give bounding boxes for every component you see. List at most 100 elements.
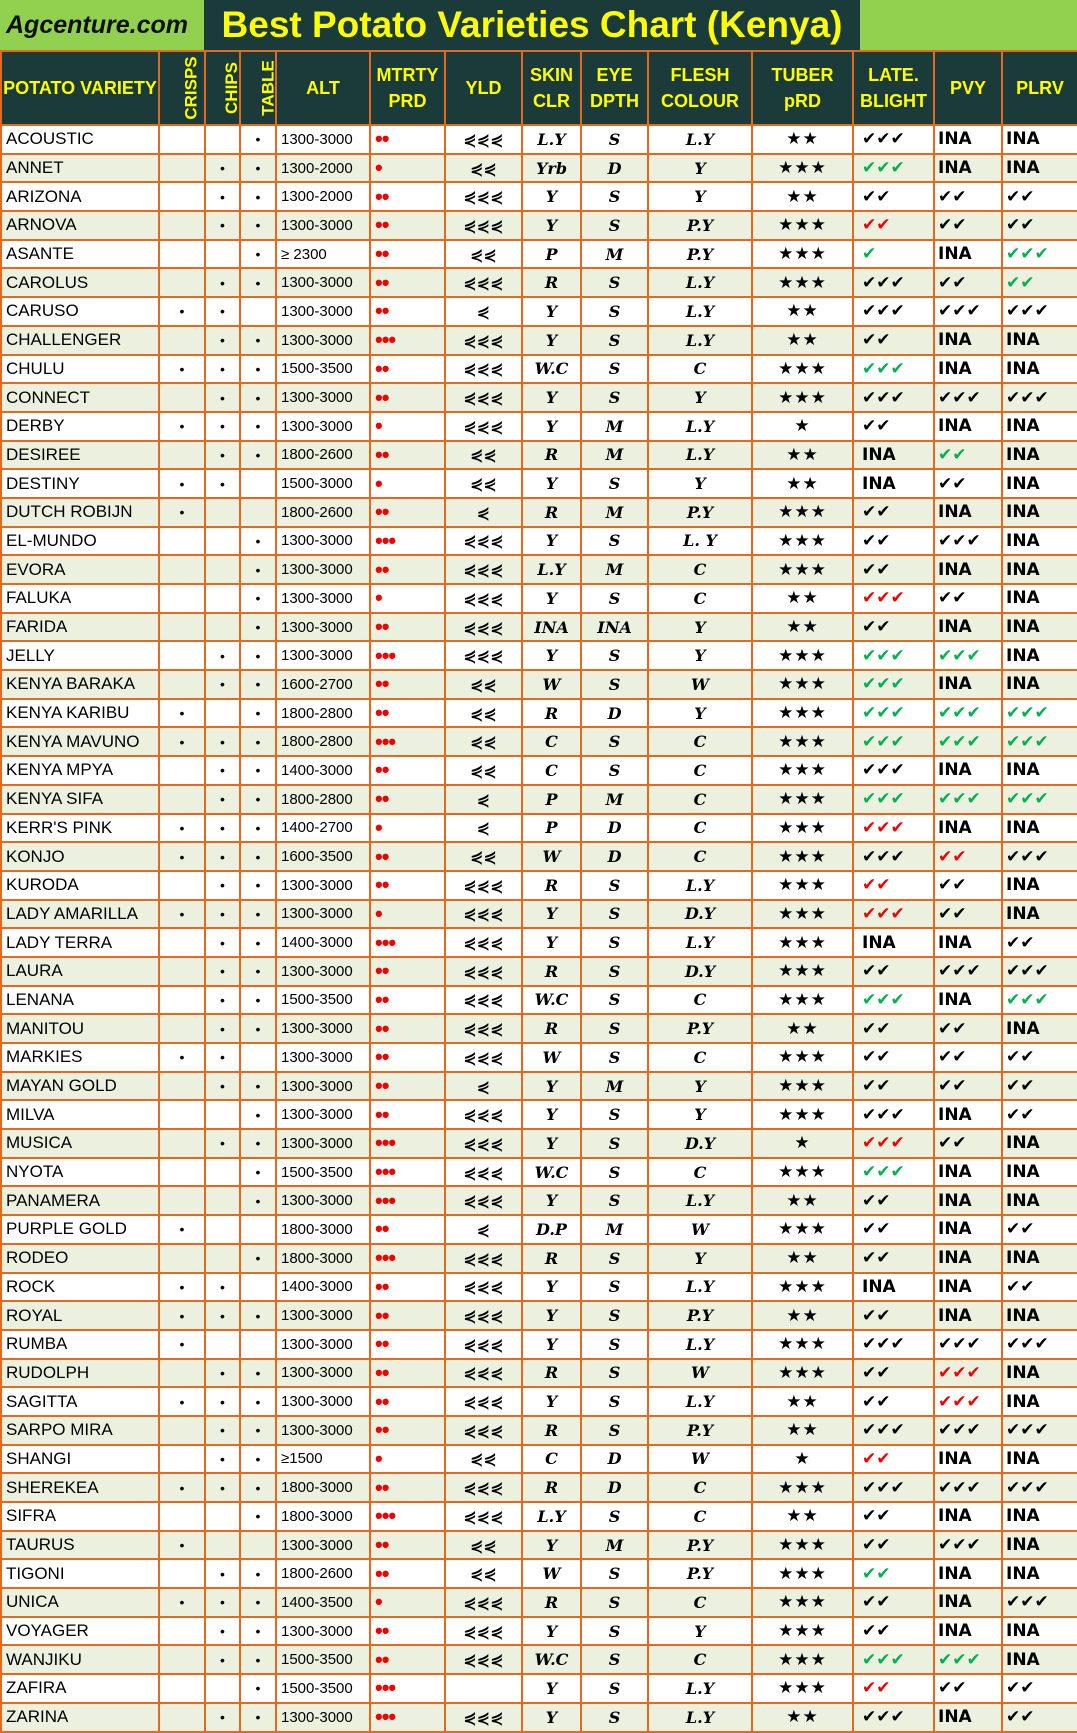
altitude-cell: 1300-3000 xyxy=(275,1357,371,1389)
variety-cell: FARIDA xyxy=(0,611,160,643)
yield-cell: ⋞⋞ xyxy=(444,1443,523,1475)
skin-colour-cell: Y xyxy=(521,324,582,356)
flesh-colour-cell: L.Y xyxy=(647,324,753,356)
yield-cell: ⋞⋞⋞ xyxy=(444,1644,523,1676)
eye-depth-cell: S xyxy=(580,1128,649,1159)
tuber-cell: ★★ xyxy=(751,1242,854,1274)
chips-cell: • xyxy=(204,783,241,815)
maturity-cell: ••• xyxy=(369,324,446,356)
yield-cell: ⋞ xyxy=(444,496,523,528)
flesh-colour-cell: L.Y xyxy=(647,1328,753,1360)
altitude-cell: 1400-3000 xyxy=(275,927,371,958)
plrv-cell: INA xyxy=(1001,496,1077,528)
skin-colour-cell: P xyxy=(521,812,582,844)
plrv-cell: INA xyxy=(1001,1242,1077,1274)
pvy-cell: INA xyxy=(933,1242,1003,1274)
pvy-cell: INA xyxy=(933,1156,1003,1188)
skin-colour-cell: R xyxy=(521,267,582,299)
yield-cell: ⋞⋞⋞ xyxy=(444,554,523,585)
altitude-cell: 1500-3500 xyxy=(275,353,371,385)
pvy-cell: INA xyxy=(933,1099,1003,1131)
yield-cell: ⋞⋞⋞ xyxy=(444,124,523,155)
maturity-cell: •• xyxy=(369,669,446,700)
crisps-cell xyxy=(158,869,206,901)
table-row: SHEREKEA • • • 1800-3000 •• ⋞⋞⋞ R D C ★★★ ✔✔✔ ✔✔✔ ✔✔✔ xyxy=(0,1472,1077,1503)
crisps-cell: • xyxy=(158,1042,206,1073)
table-cell: • xyxy=(239,1472,277,1503)
crisps-cell xyxy=(158,1673,206,1704)
late-blight-cell: ✔✔ xyxy=(852,525,935,557)
table-cell: • xyxy=(239,382,277,413)
altitude-cell: 1300-3000 xyxy=(275,955,371,987)
pvy-cell: INA xyxy=(933,1271,1003,1303)
plrv-cell: INA xyxy=(1001,525,1077,557)
yield-cell: ⋞⋞⋞ xyxy=(444,181,523,213)
plrv-cell: INA xyxy=(1001,324,1077,356)
chips-cell: • xyxy=(204,640,241,672)
table-cell: • xyxy=(239,1414,277,1446)
altitude-cell: 1300-3000 xyxy=(275,324,371,356)
maturity-cell: ••• xyxy=(369,726,446,758)
table-row: CONNECT • • 1300-3000 •• ⋞⋞⋞ Y S Y ★★★ ✔✔✔ ✔✔✔ ✔✔✔ xyxy=(0,382,1077,413)
crisps-cell xyxy=(158,1070,206,1102)
chips-cell: • xyxy=(204,1701,241,1733)
tuber-cell: ★★ xyxy=(751,1300,854,1331)
maturity-cell: •• xyxy=(369,1300,446,1331)
plrv-cell: ✔✔✔ xyxy=(1001,1414,1077,1446)
tuber-cell: ★★★ xyxy=(751,812,854,844)
tuber-cell: ★★★ xyxy=(751,640,854,672)
variety-cell: PANAMERA xyxy=(0,1185,160,1217)
yield-cell: ⋞⋞⋞ xyxy=(444,1501,523,1532)
table-cell xyxy=(239,496,277,528)
table-row: ZARINA • • 1300-3000 ••• ⋞⋞⋞ Y S L.Y ★★ ✔✔✔ INA ✔✔ xyxy=(0,1701,1077,1733)
late-blight-cell: ✔✔✔ xyxy=(852,124,935,155)
table-cell: • xyxy=(239,1443,277,1475)
chips-cell: • xyxy=(204,1644,241,1676)
pvy-cell: INA xyxy=(933,554,1003,585)
chips-cell: • xyxy=(204,669,241,700)
flesh-colour-cell: W xyxy=(647,1214,753,1245)
table-cell: • xyxy=(239,1386,277,1417)
skin-colour-cell: W xyxy=(521,841,582,872)
pvy-cell: ✔✔✔ xyxy=(933,1414,1003,1446)
plrv-cell: ✔✔ xyxy=(1001,1673,1077,1704)
skin-colour-cell: Y xyxy=(521,296,582,327)
col-header-flesh: FLESH COLOUR xyxy=(647,50,753,126)
col-header-yield: YLD xyxy=(444,50,523,126)
plrv-cell: INA xyxy=(1001,1185,1077,1217)
tuber-cell: ★★★ xyxy=(751,726,854,758)
skin-colour-cell: Y xyxy=(521,1673,582,1704)
crisps-cell xyxy=(158,324,206,356)
skin-colour-cell: R xyxy=(521,1414,582,1446)
crisps-cell xyxy=(158,1156,206,1188)
table-row: LENANA • • 1500-3500 •• ⋞⋞⋞ W.C S C ★★★ ✔✔✔ INA ✔✔✔ xyxy=(0,984,1077,1016)
late-blight-cell: ✔✔✔ xyxy=(852,812,935,844)
skin-colour-cell: Y xyxy=(521,1099,582,1131)
eye-depth-cell: S xyxy=(580,324,649,356)
late-blight-cell: INA xyxy=(852,1271,935,1303)
late-blight-cell: ✔✔ xyxy=(852,410,935,442)
late-blight-cell: ✔✔ xyxy=(852,1587,935,1618)
yield-cell: ⋞⋞⋞ xyxy=(444,1615,523,1647)
tuber-cell: ★★★ xyxy=(751,869,854,901)
skin-colour-cell: L.Y xyxy=(521,1501,582,1532)
eye-depth-cell: S xyxy=(580,267,649,299)
variety-cell: ARNOVA xyxy=(0,210,160,241)
altitude-cell: 1500-3000 xyxy=(275,468,371,499)
skin-colour-cell: W xyxy=(521,1042,582,1073)
altitude-cell: 1500-3500 xyxy=(275,1673,371,1704)
eye-depth-cell: S xyxy=(580,927,649,958)
table-row: CHALLENGER • • 1300-3000 ••• ⋞⋞⋞ Y S L.Y ★★ ✔✔ INA I… xyxy=(0,324,1077,356)
variety-cell: TIGONI xyxy=(0,1558,160,1590)
late-blight-cell: ✔✔✔ xyxy=(852,783,935,815)
altitude-cell: 1500-3500 xyxy=(275,1156,371,1188)
pvy-cell: INA xyxy=(933,812,1003,844)
tuber-cell: ★★★ xyxy=(751,697,854,729)
crisps-cell: • xyxy=(158,1587,206,1618)
flesh-colour-cell: Y xyxy=(647,1242,753,1274)
maturity-cell: ••• xyxy=(369,1701,446,1733)
altitude-cell: 1300-3000 xyxy=(275,1529,371,1561)
table-row: ARNOVA • • 1300-3000 •• ⋞⋞⋞ Y S P.Y ★★★ ✔✔ ✔✔ ✔✔ xyxy=(0,210,1077,241)
maturity-cell: • xyxy=(369,583,446,614)
chips-cell: • xyxy=(204,1013,241,1044)
